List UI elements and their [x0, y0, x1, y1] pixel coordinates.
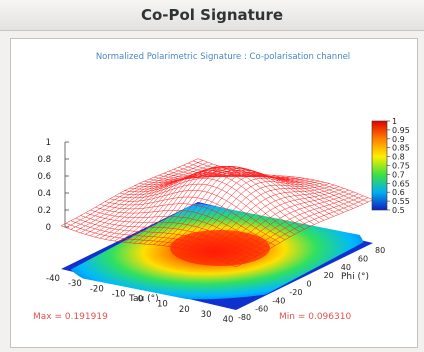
color-scale-tick-label: 0.85: [392, 144, 410, 153]
phi-tick-label: -80: [238, 313, 251, 322]
mesh-line-v: [119, 171, 257, 242]
color-scale-tick-label: 1: [392, 117, 397, 126]
phi-tick-label: -60: [255, 305, 268, 314]
mesh-line-v: [206, 188, 344, 256]
color-scale-ticks: 10.950.90.850.80.750.70.650.60.550.5: [387, 117, 410, 215]
tau-tick-label: -30: [68, 279, 82, 289]
polarimetric-signature-plot: Normalized Polarimetric Signature : Co-p…: [33, 52, 410, 325]
tau-tick-label: 30: [201, 310, 212, 320]
mesh-line-v: [192, 183, 330, 252]
mesh-line-v: [182, 180, 320, 250]
mesh-line-v: [196, 184, 335, 253]
tau-tick-label: -40: [46, 274, 60, 284]
mesh-line-v: [85, 166, 223, 235]
phi-tick-label: -20: [289, 288, 302, 297]
phi-tick-label: -40: [272, 296, 285, 305]
z-tick-label: 0.6: [37, 172, 51, 182]
mesh-line-v: [65, 160, 204, 228]
phi-tick-label: 60: [358, 254, 368, 263]
mesh-line-v: [143, 165, 281, 245]
color-scale-tick-label: 0.55: [392, 197, 410, 206]
mesh-line-v: [235, 199, 374, 268]
mesh-line-v: [133, 167, 271, 244]
mesh-line-v: [201, 186, 340, 255]
tau-axis-ticks: -40 -30 -20 -10 0 10 20 30 40: [46, 274, 233, 325]
mesh-line-v: [177, 177, 315, 249]
mesh-line-v: [221, 193, 359, 262]
tau-tick-label: -10: [112, 289, 126, 299]
mesh-line-v: [167, 172, 305, 247]
color-scale-tick-label: 0.8: [392, 153, 405, 162]
z-tick-label: 0.4: [37, 189, 51, 199]
phi-axis-ticks: -80 -60 -40 -20 0 20 40 60 80: [238, 246, 385, 322]
mesh-line-v: [211, 189, 349, 258]
color-scale-tick-label: 0.75: [392, 162, 410, 171]
mesh-line-v: [230, 197, 369, 266]
z-tick-label: 0.2: [37, 206, 51, 216]
color-scale-tick-label: 0.95: [392, 126, 410, 135]
tau-tick-label: 20: [179, 305, 190, 315]
tau-tick-label: 0: [138, 295, 143, 305]
phi-tick-label: 20: [324, 271, 334, 280]
tau-tick-label: -20: [90, 284, 104, 294]
color-scale-tick-label: 0.9: [392, 135, 405, 144]
color-scale-tick-label: 0.65: [392, 179, 410, 188]
mesh-line-v: [148, 166, 286, 245]
mesh-line-v: [70, 161, 208, 230]
z-tick-label: 1: [46, 138, 51, 148]
color-scale-tick-label: 0.5: [392, 206, 405, 215]
tau-axis-label: Tau (°): [128, 294, 159, 304]
phi-tick-label: 0: [307, 280, 312, 289]
z-tick-label: 0.8: [37, 155, 51, 165]
plot-heading: Normalized Polarimetric Signature : Co-p…: [96, 52, 350, 62]
mesh-line-v: [75, 163, 213, 232]
window-title: Co-Pol Signature: [140, 6, 284, 24]
mesh-line-v: [138, 166, 276, 244]
z-axis: 1 0.8 0.6 0.4 0.2 0: [37, 138, 69, 233]
phi-tick-label: 40: [341, 263, 351, 272]
min-value: Min = 0.096310: [279, 312, 351, 322]
phi-tick-label: 80: [375, 246, 385, 255]
phi-axis-label: Phi (°): [341, 272, 369, 282]
tau-tick-label: 10: [157, 300, 168, 310]
z-tick-label: 0: [46, 223, 51, 233]
tau-tick-label: 40: [223, 315, 234, 325]
color-scale-legend: 10.950.90.850.80.750.70.650.60.550.5: [371, 117, 410, 215]
mesh-line-v: [128, 168, 267, 244]
mesh-line-v: [124, 169, 262, 243]
color-scale-tick-label: 0.6: [392, 188, 405, 197]
mesh-line-v: [226, 195, 364, 264]
surface-mesh: [60, 158, 374, 268]
plot-panel: Normalized Polarimetric Signature : Co-p…: [10, 38, 418, 348]
title-bar[interactable]: Co-Pol Signature: [0, 0, 424, 31]
mesh-line-v: [109, 172, 247, 241]
mesh-line-v: [60, 158, 199, 227]
mesh-line-v: [187, 181, 325, 251]
mesh-line-v: [216, 191, 354, 260]
mesh-line-v: [172, 174, 310, 248]
color-scale-tick-label: 0.7: [392, 170, 405, 179]
max-value: Max = 0.191919: [33, 312, 108, 322]
